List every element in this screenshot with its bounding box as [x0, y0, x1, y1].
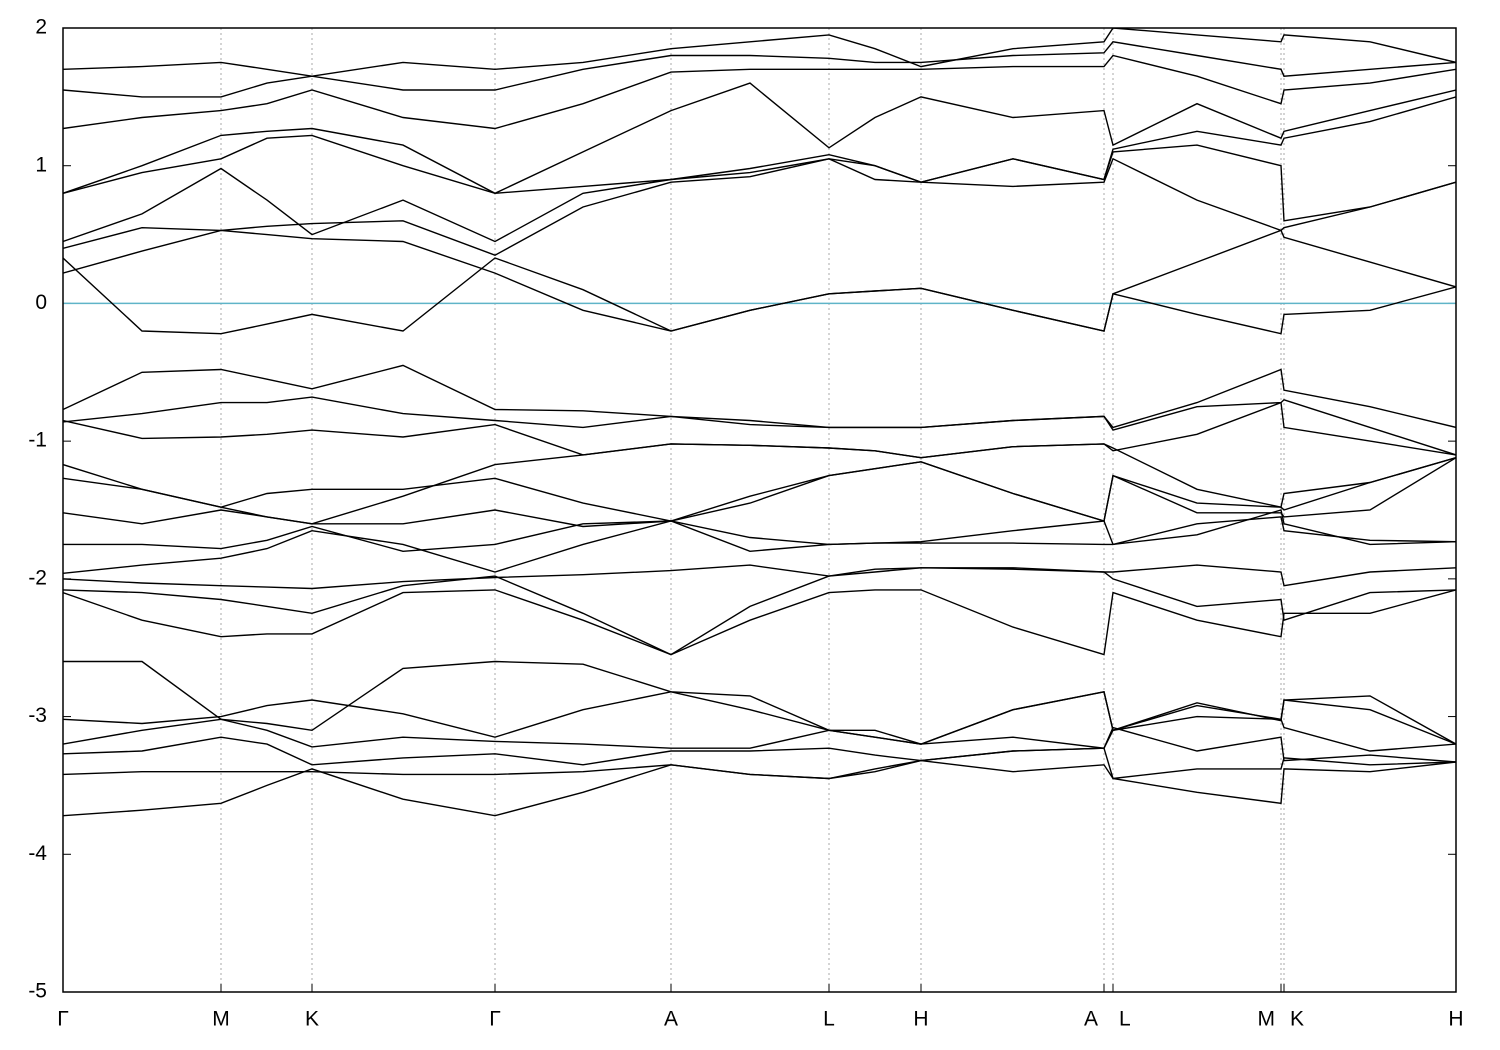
y-tick-label: 2	[35, 16, 47, 39]
x-tick-label: A	[1084, 1008, 1098, 1031]
x-tick-label: H	[913, 1008, 928, 1031]
y-tick-label: 1	[35, 153, 47, 176]
x-tick-label: M	[1258, 1008, 1276, 1031]
x-tick-label: L	[823, 1008, 835, 1031]
band	[63, 41, 1456, 98]
x-tick-label: Γ	[489, 1008, 501, 1031]
band	[63, 509, 1456, 553]
x-tick-label: K	[305, 1008, 319, 1031]
band	[63, 567, 1456, 656]
band	[63, 364, 1456, 429]
x-tick-label: Γ	[57, 1008, 69, 1031]
band	[63, 96, 1456, 195]
band	[63, 28, 1456, 77]
x-tick-label: A	[664, 1008, 678, 1031]
band	[63, 157, 1456, 256]
band	[63, 401, 1456, 459]
band	[63, 144, 1456, 243]
x-tick-label: M	[212, 1008, 230, 1031]
band	[63, 229, 1456, 332]
band	[63, 660, 1456, 749]
band	[63, 757, 1456, 780]
band	[63, 443, 1456, 525]
band	[63, 457, 1456, 522]
band	[63, 457, 1456, 528]
x-tick-label: K	[1290, 1008, 1304, 1031]
x-tick-label: H	[1448, 1008, 1463, 1031]
band	[63, 54, 1456, 130]
y-tick-label: 0	[35, 291, 47, 314]
y-tick-label: -4	[28, 842, 47, 865]
band	[63, 726, 1456, 766]
band	[63, 747, 1456, 817]
band	[63, 257, 1456, 335]
band	[63, 564, 1456, 590]
x-tick-label: L	[1119, 1008, 1131, 1031]
band	[63, 516, 1456, 574]
y-tick-label: -1	[28, 429, 47, 452]
y-tick-label: -3	[28, 704, 47, 727]
band	[63, 589, 1456, 656]
plot-frame	[62, 27, 1457, 993]
y-tick-label: -5	[28, 980, 47, 1003]
y-tick-label: -2	[28, 566, 47, 589]
band	[63, 82, 1456, 195]
